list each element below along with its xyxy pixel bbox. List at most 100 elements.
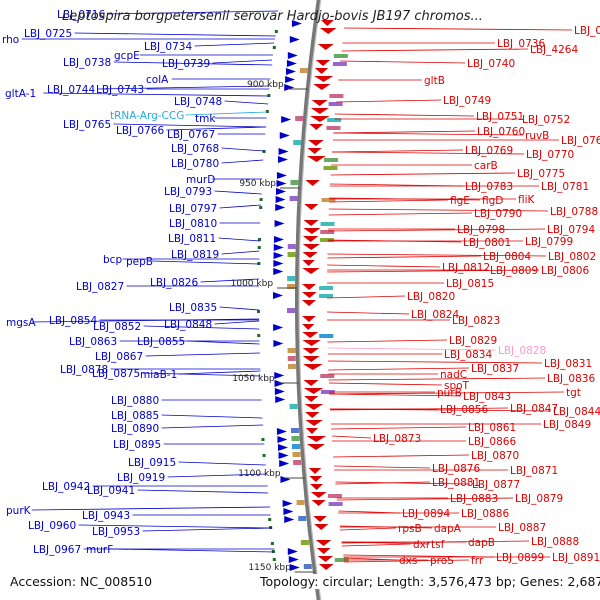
gene-label-tmk[interactable]: tmk <box>195 113 216 125</box>
gene-label-lbj-0867[interactable]: LBJ_0867 <box>95 351 143 363</box>
gene-label-lbj-0844[interactable]: LBJ_0844 <box>553 406 600 418</box>
gene-label-lbj-0798[interactable]: LBJ_0798 <box>457 224 505 236</box>
gene-label-lbj-0888[interactable]: LBJ_0888 <box>531 536 579 548</box>
gene-label-tsf[interactable]: tsf <box>431 539 445 551</box>
gene-label-lbj-0748[interactable]: LBJ_0748 <box>174 96 222 108</box>
gene-label-lbj-0829[interactable]: LBJ_0829 <box>449 335 497 347</box>
gene-label-lbj-0740[interactable]: LBJ_0740 <box>467 58 515 70</box>
gene-label-lbj-0863[interactable]: LBJ_0863 <box>69 336 117 348</box>
gene-label-lbj-0942[interactable]: LBJ_0942 <box>42 481 90 493</box>
gene-label-lbj-0797[interactable]: LBJ_0797 <box>169 203 217 215</box>
gene-label-lbj-0856[interactable]: LBJ_0856 <box>440 404 488 416</box>
gene-label-lbj-0876[interactable]: LBJ_0876 <box>432 463 480 475</box>
gene-label-carb[interactable]: carB <box>474 160 498 172</box>
gene-label-lbj-0781[interactable]: LBJ_0781 <box>541 181 589 193</box>
gene-label-lbj-0891[interactable]: LBJ_0891 <box>552 552 600 564</box>
gene-label-lbj-0890[interactable]: LBJ_0890 <box>111 423 159 435</box>
gene-label-lbj-0802[interactable]: LBJ_0802 <box>548 251 596 263</box>
gene-label-lbj-0826[interactable]: LBJ_0826 <box>150 277 198 289</box>
gene-label-lbj-0760[interactable]: LBJ_0760 <box>477 126 525 138</box>
gene-label-dxs[interactable]: dxs <box>399 555 417 567</box>
gene-label-lbj-0854[interactable]: LBJ_0854 <box>49 315 97 327</box>
gene-label-lbj-0812[interactable]: LBJ_0812 <box>442 262 490 274</box>
gene-label-tgt[interactable]: tgt <box>566 387 581 399</box>
gene-label-lbj-0873[interactable]: LBJ_0873 <box>373 433 421 445</box>
gene-label-gcpe[interactable]: gcpE <box>114 50 140 62</box>
gene-label-lbj-4264[interactable]: LBJ_4264 <box>530 44 578 56</box>
gene-label-lbj-0836[interactable]: LBJ_0836 <box>547 373 595 385</box>
gene-label-lbj-0744[interactable]: LBJ_0744 <box>47 84 95 96</box>
gene-label-lbj-0847[interactable]: LBJ_0847 <box>510 403 558 415</box>
gene-label-lbj-0848[interactable]: LBJ_0848 <box>164 319 212 331</box>
gene-label-murf[interactable]: murF <box>86 544 113 556</box>
gene-label-lbj-0835[interactable]: LBJ_0835 <box>169 302 217 314</box>
gene-label-lbj-0894[interactable]: LBJ_0894 <box>402 508 450 520</box>
gene-label-lbj-0824[interactable]: LBJ_0824 <box>411 309 459 321</box>
gene-label-lbj-0765[interactable]: LBJ_0765 <box>63 119 111 131</box>
gene-label-lbj-0804[interactable]: LBJ_0804 <box>483 251 531 263</box>
gene-label-lbj-0752[interactable]: LBJ_0752 <box>522 114 570 126</box>
gene-label-lbj-0716[interactable]: LBJ_0716 <box>57 9 105 21</box>
gene-label-ruvb[interactable]: ruvB <box>525 130 549 142</box>
gene-label-lbj-0831[interactable]: LBJ_0831 <box>544 358 592 370</box>
gene-label-lbj-0810[interactable]: LBJ_0810 <box>169 218 217 230</box>
gene-label-lbj-0849[interactable]: LBJ_0849 <box>543 419 591 431</box>
gene-label-lbj-0953[interactable]: LBJ_0953 <box>92 526 140 538</box>
gene-label-lbj-0843[interactable]: LBJ_0843 <box>463 391 511 403</box>
gene-label-lbj-0809[interactable]: LBJ_0809 <box>490 265 538 277</box>
gene-label-lbj-0886[interactable]: LBJ_0886 <box>461 508 509 520</box>
gene-label-lbj-0837[interactable]: LBJ_0837 <box>471 363 519 375</box>
gene-label-nadc[interactable]: nadC <box>440 369 467 381</box>
gene-label-lbj-0815[interactable]: LBJ_0815 <box>446 278 494 290</box>
gene-label-lbj-0793[interactable]: LBJ_0793 <box>164 186 212 198</box>
gene-label-lbj-0738[interactable]: LBJ_0738 <box>63 57 111 69</box>
gene-label-lbj-0766[interactable]: LBJ_0766 <box>116 125 164 137</box>
gene-label-lbj-0877[interactable]: LBJ_0877 <box>472 479 520 491</box>
gene-label-lbj-0827[interactable]: LBJ_0827 <box>76 281 124 293</box>
gene-label-mgsa[interactable]: mgsA <box>6 317 36 329</box>
gene-label-spot[interactable]: spoT <box>444 380 470 392</box>
gene-label-lbj-0769[interactable]: LBJ_0769 <box>465 145 513 157</box>
gene-label-lbj-0879[interactable]: LBJ_0879 <box>515 493 563 505</box>
gene-label-lbj-0866[interactable]: LBJ_0866 <box>468 436 516 448</box>
gene-label-pepb[interactable]: pepB <box>126 256 153 268</box>
gene-label-lbj-0960[interactable]: LBJ_0960 <box>28 520 76 532</box>
gene-label-lbj-0881[interactable]: LBJ_0881 <box>432 477 480 489</box>
gene-label-lbj-0734[interactable]: LBJ_0734 <box>144 41 192 53</box>
gene-label-lbj-0919[interactable]: LBJ_0919 <box>117 472 165 484</box>
gene-label-lbj-0823[interactable]: LBJ_0823 <box>452 315 500 327</box>
gene-label-lbj-0819[interactable]: LBJ_0819 <box>171 249 219 261</box>
gene-label-lbj-0780[interactable]: LBJ_0780 <box>171 158 219 170</box>
gene-label-lbj-0880[interactable]: LBJ_0880 <box>111 395 159 407</box>
gene-label-lbj-0834[interactable]: LBJ_0834 <box>444 349 492 361</box>
gene-label-lbj-0743[interactable]: LBJ_0743 <box>96 84 144 96</box>
gene-label-lbj-0806[interactable]: LBJ_0806 <box>541 265 589 277</box>
gene-label-flgd[interactable]: flgD <box>482 195 503 207</box>
gene-label-lbj-0739[interactable]: LBJ_0739 <box>162 58 210 70</box>
gene-label-lbj-0799[interactable]: LBJ_0799 <box>525 236 573 248</box>
gene-label-rho[interactable]: rho <box>2 34 19 46</box>
gene-label-lbj-0749[interactable]: LBJ_0749 <box>443 95 491 107</box>
gene-label-lbj-0767[interactable]: LBJ_0767 <box>167 129 215 141</box>
gene-label-lbj-0941[interactable]: LBJ_0941 <box>87 485 135 497</box>
gene-label-purb[interactable]: purB <box>437 387 462 399</box>
gene-label-rpsb[interactable]: rpsB <box>398 523 422 535</box>
gene-label-trna-arg-ccg[interactable]: tRNA-Arg-CCG <box>110 110 184 122</box>
gene-label-lbj-0855[interactable]: LBJ_0855 <box>137 336 185 348</box>
gene-label-lbj-0775[interactable]: LBJ_0775 <box>517 168 565 180</box>
gene-label-lbj-0770[interactable]: LBJ_0770 <box>526 149 574 161</box>
gene-label-lbj-0751[interactable]: LBJ_0751 <box>476 111 524 123</box>
gene-label-lbj-0870[interactable]: LBJ_0870 <box>471 450 519 462</box>
gene-label-lbj-0801[interactable]: LBJ_0801 <box>463 237 511 249</box>
gene-label-flik[interactable]: fliK <box>518 194 536 206</box>
gene-label-bcp[interactable]: bcp <box>103 254 122 266</box>
gene-label-dapa[interactable]: dapA <box>434 523 462 535</box>
gene-label-lbj-0885[interactable]: LBJ_0885 <box>111 410 159 422</box>
gene-label-lbj-0790[interactable]: LBJ_0790 <box>474 208 522 220</box>
gene-label-lbj-0762[interactable]: LBJ_0762 <box>561 135 600 147</box>
gene-label-lbj-0732[interactable]: LBJ_0732 <box>574 25 600 37</box>
gene-label-lbj-0943[interactable]: LBJ_0943 <box>82 510 130 522</box>
gene-label-lbj-0788[interactable]: LBJ_0788 <box>550 206 598 218</box>
gene-label-lbj-0895[interactable]: LBJ_0895 <box>113 439 161 451</box>
gene-label-lbj-0967[interactable]: LBJ_0967 <box>33 544 81 556</box>
